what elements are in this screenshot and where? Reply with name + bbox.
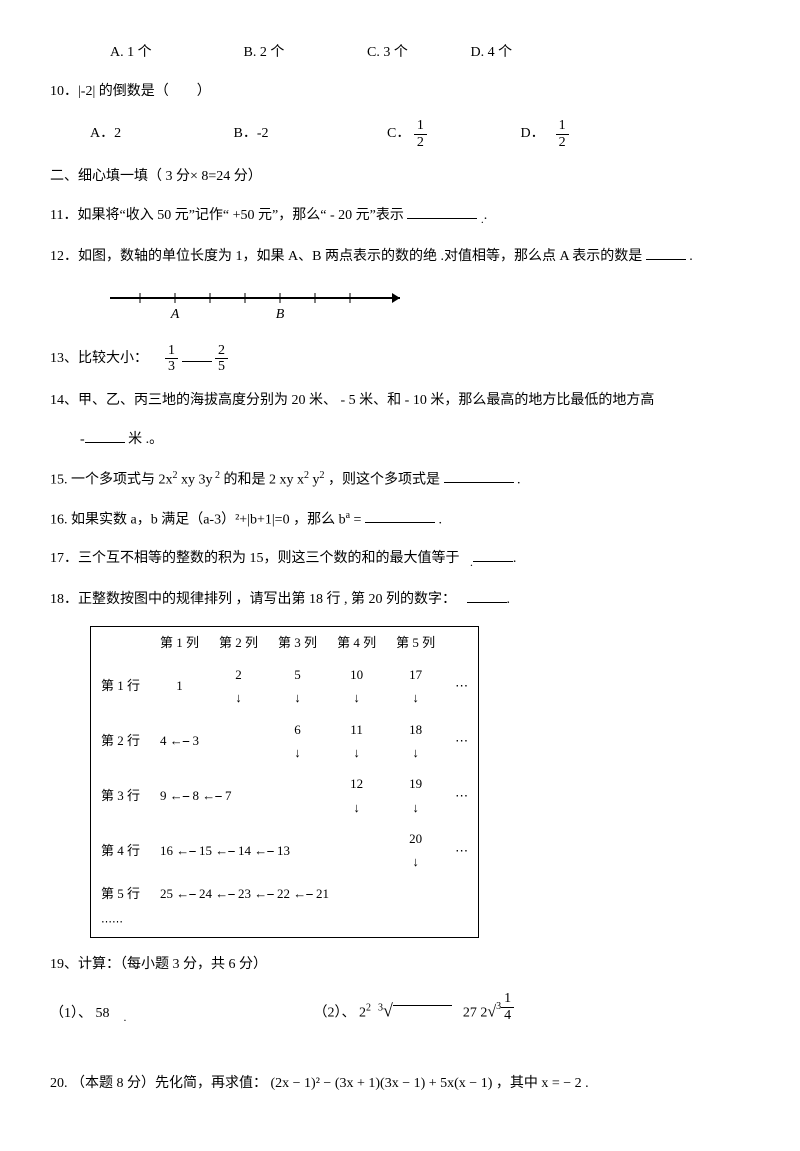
q10-d-frac: 1 2 [556, 118, 569, 150]
q12-text: 12．如图，数轴的单位长度为 1，如果 A、B 两点表示的数的绝 .对值相等，那… [50, 249, 642, 264]
q17: 17．三个互不相等的整数的积为 15，则这三个数的和的最大值等于 .. [50, 546, 750, 573]
q13-f1: 1 3 [165, 343, 178, 375]
q11-blank [407, 204, 477, 219]
q19-2: （2）、 22 3√ 27 2√314 [314, 991, 515, 1027]
q11-text: 11．如果将“收入 50 元”记作“ +50 元”，那么“ - 20 元”表示 [50, 208, 404, 223]
q10-a: A．2 [90, 121, 230, 146]
q12: 12．如图，数轴的单位长度为 1，如果 A、B 两点表示的数的绝 .对值相等，那… [50, 244, 750, 269]
q19: 19、计算：（每小题 3 分，共 6 分） [50, 952, 750, 977]
q20: 20. （本题 8 分）先化简，再求值： (2x − 1)² − (3x + 1… [50, 1071, 750, 1096]
q14-blank [85, 428, 125, 443]
q20-val: x = − 2 [541, 1076, 581, 1091]
q14: 14、甲、乙、丙三地的海拔高度分别为 20 米、 - 5 米、和 - 10 米，… [50, 388, 750, 413]
q19-1: （1）、 58 . [50, 1001, 310, 1028]
q10-c-label: C． [387, 126, 410, 141]
svg-text:A: A [170, 307, 180, 322]
q20-expr: (2x − 1)² − (3x + 1)(3x − 1) + 5x(x − 1) [271, 1076, 493, 1091]
q9-c: C. 3 个 [367, 40, 467, 65]
q10-stem: 10．|-2| 的倒数是（ ） [50, 79, 750, 104]
q18-blank [467, 588, 507, 603]
q14-text: 14、甲、乙、丙三地的海拔高度分别为 20 米、 - 5 米、和 - 10 米，… [50, 393, 654, 408]
q12-blank [646, 245, 686, 260]
q17-blank [473, 547, 513, 562]
q10-options: A．2 B．-2 C． 1 2 D． 1 2 [50, 118, 750, 150]
q10-d-label: D． [521, 126, 545, 141]
q10-d: D． 1 2 [521, 118, 569, 150]
q15: 15. 一个多项式与 2x2 xy 3y 2 的和是 2 xy x2 y2 ，则… [50, 467, 750, 493]
q9-options: A. 1 个 B. 2 个 C. 3 个 D. 4 个 [50, 40, 750, 65]
q13-blank [182, 347, 212, 362]
section2-title: 二、细心填一填（ 3 分× 8=24 分） [50, 164, 750, 189]
q9-b: B. 2 个 [244, 40, 364, 65]
q9-a: A. 1 个 [110, 40, 240, 65]
q16-blank [365, 508, 435, 523]
q19-subs: （1）、 58 . （2）、 22 3√ 27 2√314 [50, 991, 750, 1027]
numberline-svg: A B [100, 283, 420, 323]
q10-c-frac: 1 2 [414, 118, 427, 150]
svg-text:B: B [276, 307, 285, 322]
q15-blank [444, 468, 514, 483]
pattern-table: 第 1 列 第 2 列 第 3 列 第 4 列 第 5 列 第 1 行 1 2↓… [90, 626, 479, 938]
q10-b: B．-2 [234, 121, 384, 146]
q14-blank-row: - 米 .。 [50, 427, 750, 452]
q10-c: C． 1 2 [387, 118, 517, 150]
q13-f2: 2 5 [215, 343, 228, 375]
q18: 18．正整数按图中的规律排列 ，请写出第 18 行 , 第 20 列的数字： . [50, 587, 750, 612]
q13-pre: 13、比较大小： [50, 351, 148, 366]
number-line: A B [100, 283, 750, 332]
q14-unit: 米 .。 [128, 432, 163, 447]
q11: 11．如果将“收入 50 元”记作“ +50 元”，那么“ - 20 元”表示 … [50, 203, 750, 230]
q13: 13、比较大小： 1 3 2 5 [50, 343, 750, 375]
q16: 16. 如果实数 a，b 满足（a-3）²+|b+1|=0 ，那么 ba = . [50, 507, 750, 533]
q9-d: D. 4 个 [471, 40, 513, 65]
